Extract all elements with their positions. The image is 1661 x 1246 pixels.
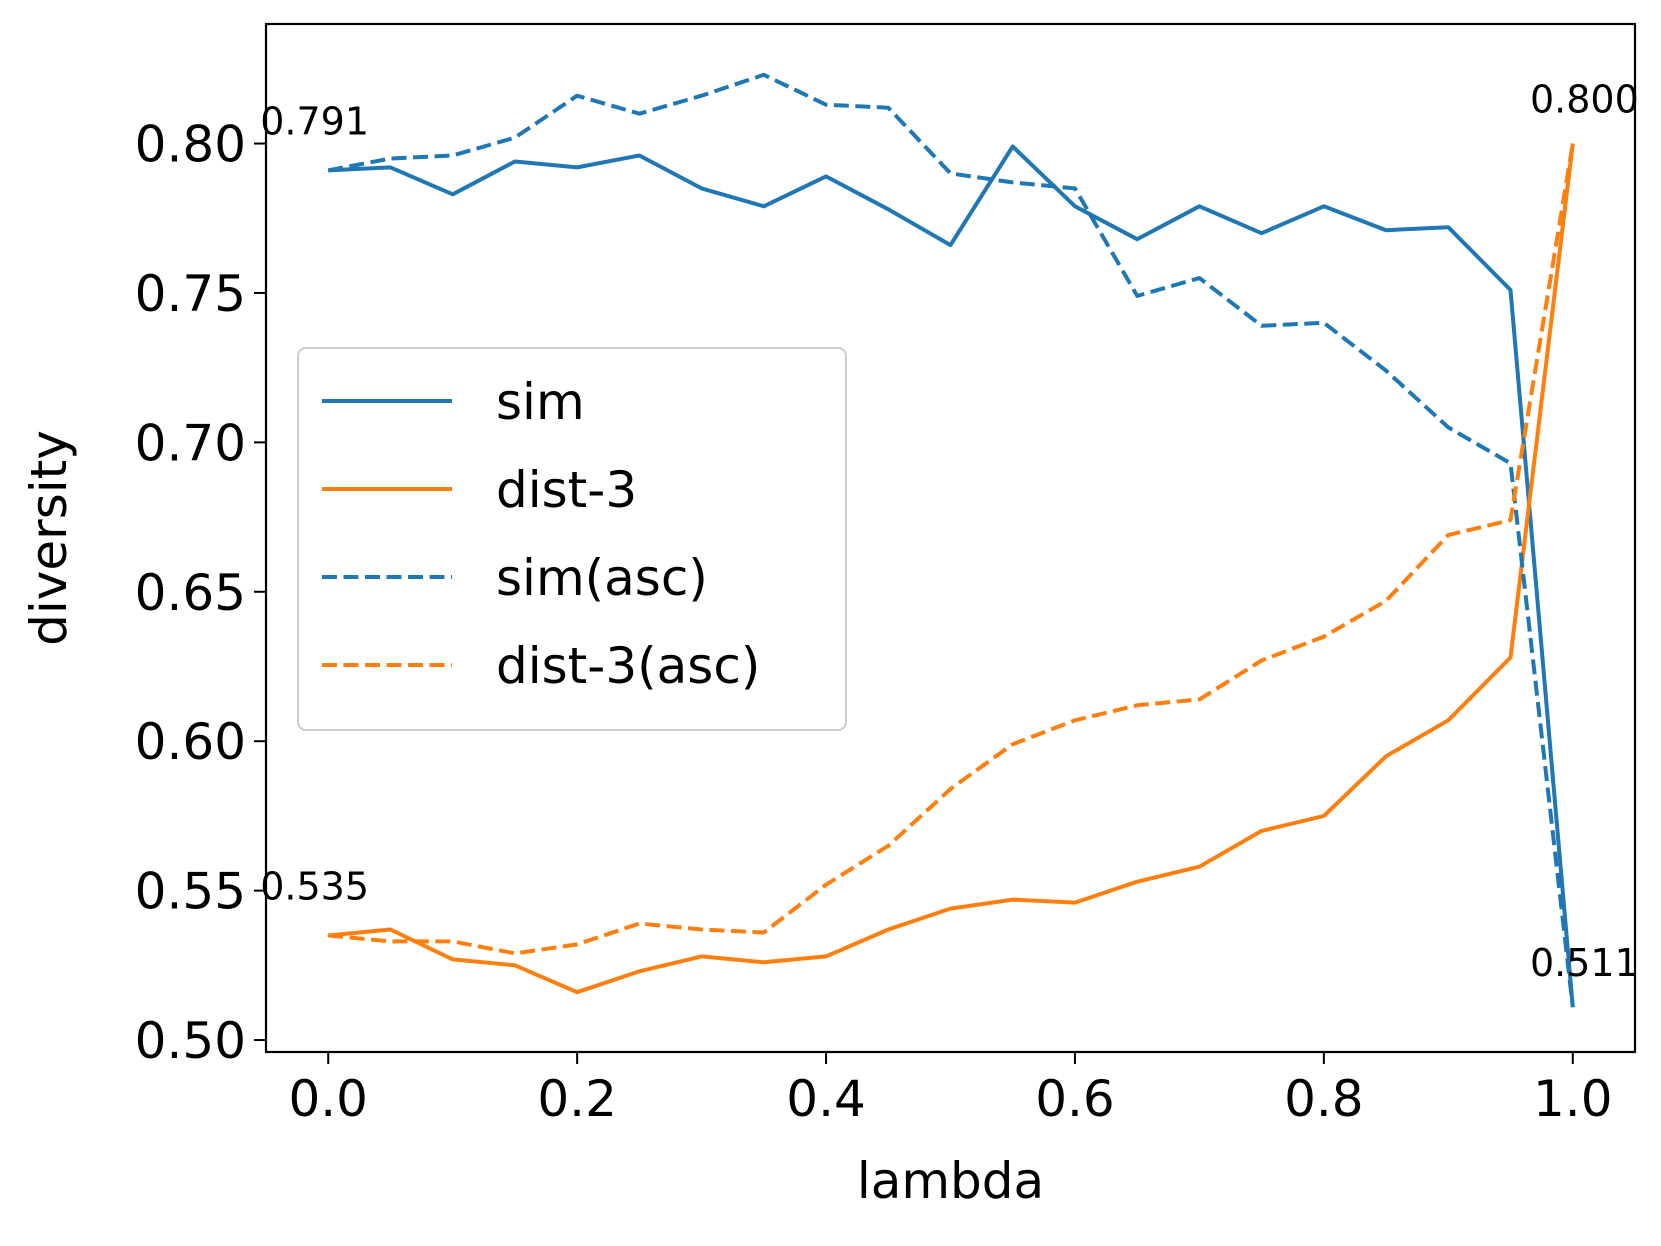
legend-label-sim-asc: sim(asc) xyxy=(496,549,708,607)
y-axis-label: diversity xyxy=(20,430,78,646)
series-line-sim xyxy=(328,144,1575,1008)
series-line-dist-3 xyxy=(328,143,1575,995)
series-layer xyxy=(327,72,1575,1008)
legend-label-dist-3: dist-3 xyxy=(496,461,637,519)
legend: sim dist-3 sim(asc) dist-3(asc) xyxy=(297,347,847,731)
plot-frame xyxy=(264,22,1637,1054)
x-axis-label: lambda xyxy=(857,1152,1044,1210)
annotations: 0.791 0.535 0.800 0.511 xyxy=(260,78,1639,986)
legend-label-dist-3-asc: dist-3(asc) xyxy=(496,637,760,695)
annotation-label: 0.511 xyxy=(1530,941,1639,985)
y-tick-label: 0.70 xyxy=(135,414,246,472)
legend-box xyxy=(297,347,847,731)
legend-label-sim: sim xyxy=(496,373,585,431)
y-tick-label: 0.75 xyxy=(135,265,246,323)
y-tick-label: 0.60 xyxy=(135,713,246,771)
x-axis: 0.0 0.2 0.4 0.6 0.8 1.0 xyxy=(288,1052,1613,1128)
annotation-label: 0.535 xyxy=(260,864,369,908)
y-tick-label: 0.55 xyxy=(135,863,246,921)
series-line-sim-asc xyxy=(327,72,1575,1008)
y-tick-label: 0.50 xyxy=(135,1012,246,1070)
series-line-dist-3-asc xyxy=(328,143,1575,956)
x-tick-label: 1.0 xyxy=(1533,1070,1613,1128)
x-tick-label: 0.8 xyxy=(1284,1070,1364,1128)
x-tick-label: 0.2 xyxy=(537,1070,617,1128)
x-tick-label: 0.4 xyxy=(786,1070,866,1128)
y-axis: 0.50 0.55 0.60 0.65 0.70 0.75 0.80 xyxy=(135,116,266,1070)
annotation-label: 0.800 xyxy=(1530,78,1639,122)
y-tick-label: 0.80 xyxy=(135,116,246,174)
x-tick-label: 0.6 xyxy=(1035,1070,1115,1128)
y-tick-label: 0.65 xyxy=(135,564,246,622)
annotation-label: 0.791 xyxy=(260,99,369,143)
x-tick-label: 0.0 xyxy=(288,1070,368,1128)
